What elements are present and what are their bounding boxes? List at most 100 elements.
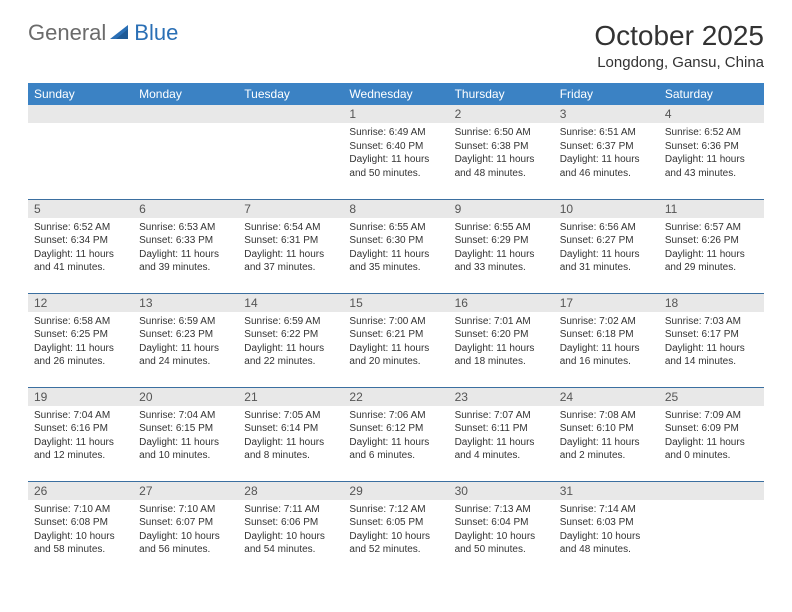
location-text: Longdong, Gansu, China [594, 54, 764, 71]
day-details: Sunrise: 7:03 AMSunset: 6:17 PMDaylight:… [659, 312, 764, 375]
logo-triangle-icon [110, 23, 132, 44]
calendar-day-cell: 17Sunrise: 7:02 AMSunset: 6:18 PMDayligh… [554, 293, 659, 387]
day-details: Sunrise: 7:14 AMSunset: 6:03 PMDaylight:… [554, 500, 659, 563]
page-header: General Blue October 2025 Longdong, Gans… [28, 20, 764, 71]
calendar-day-cell: 13Sunrise: 6:59 AMSunset: 6:23 PMDayligh… [133, 293, 238, 387]
calendar-week-row: 12Sunrise: 6:58 AMSunset: 6:25 PMDayligh… [28, 293, 764, 387]
day-number: 20 [133, 388, 238, 406]
weekday-header: Wednesday [343, 83, 448, 105]
calendar-week-row: 5Sunrise: 6:52 AMSunset: 6:34 PMDaylight… [28, 199, 764, 293]
day-number: 30 [449, 482, 554, 500]
calendar-day-cell: 16Sunrise: 7:01 AMSunset: 6:20 PMDayligh… [449, 293, 554, 387]
day-number: 28 [238, 482, 343, 500]
calendar-day-cell: 14Sunrise: 6:59 AMSunset: 6:22 PMDayligh… [238, 293, 343, 387]
day-details: Sunrise: 7:04 AMSunset: 6:16 PMDaylight:… [28, 406, 133, 469]
day-number: 7 [238, 200, 343, 218]
day-number: 26 [28, 482, 133, 500]
day-details: Sunrise: 6:53 AMSunset: 6:33 PMDaylight:… [133, 218, 238, 281]
calendar-day-cell: 2Sunrise: 6:50 AMSunset: 6:38 PMDaylight… [449, 105, 554, 199]
calendar-day-cell: 11Sunrise: 6:57 AMSunset: 6:26 PMDayligh… [659, 199, 764, 293]
day-details: Sunrise: 7:07 AMSunset: 6:11 PMDaylight:… [449, 406, 554, 469]
day-number: 31 [554, 482, 659, 500]
calendar-day-cell: 10Sunrise: 6:56 AMSunset: 6:27 PMDayligh… [554, 199, 659, 293]
day-details: Sunrise: 6:56 AMSunset: 6:27 PMDaylight:… [554, 218, 659, 281]
day-details: Sunrise: 6:57 AMSunset: 6:26 PMDaylight:… [659, 218, 764, 281]
day-number: 19 [28, 388, 133, 406]
day-details: Sunrise: 6:59 AMSunset: 6:23 PMDaylight:… [133, 312, 238, 375]
day-details: Sunrise: 6:52 AMSunset: 6:34 PMDaylight:… [28, 218, 133, 281]
calendar-day-cell: 22Sunrise: 7:06 AMSunset: 6:12 PMDayligh… [343, 387, 448, 481]
month-title: October 2025 [594, 20, 764, 52]
day-details: Sunrise: 7:04 AMSunset: 6:15 PMDaylight:… [133, 406, 238, 469]
weekday-header: Saturday [659, 83, 764, 105]
calendar-day-cell: 6Sunrise: 6:53 AMSunset: 6:33 PMDaylight… [133, 199, 238, 293]
day-number: 15 [343, 294, 448, 312]
day-number: 21 [238, 388, 343, 406]
day-number: 1 [343, 105, 448, 123]
calendar-week-row: 1Sunrise: 6:49 AMSunset: 6:40 PMDaylight… [28, 105, 764, 199]
weekday-header: Monday [133, 83, 238, 105]
day-details: Sunrise: 6:51 AMSunset: 6:37 PMDaylight:… [554, 123, 659, 186]
day-number: 6 [133, 200, 238, 218]
day-details: Sunrise: 7:12 AMSunset: 6:05 PMDaylight:… [343, 500, 448, 563]
calendar-table: SundayMondayTuesdayWednesdayThursdayFrid… [28, 83, 764, 575]
calendar-day-cell: 9Sunrise: 6:55 AMSunset: 6:29 PMDaylight… [449, 199, 554, 293]
calendar-body: 1Sunrise: 6:49 AMSunset: 6:40 PMDaylight… [28, 105, 764, 575]
calendar-day-cell [28, 105, 133, 199]
calendar-day-cell: 20Sunrise: 7:04 AMSunset: 6:15 PMDayligh… [133, 387, 238, 481]
day-details: Sunrise: 7:08 AMSunset: 6:10 PMDaylight:… [554, 406, 659, 469]
day-number: 5 [28, 200, 133, 218]
day-number: 8 [343, 200, 448, 218]
day-details: Sunrise: 7:10 AMSunset: 6:08 PMDaylight:… [28, 500, 133, 563]
weekday-header: Tuesday [238, 83, 343, 105]
day-details: Sunrise: 7:06 AMSunset: 6:12 PMDaylight:… [343, 406, 448, 469]
calendar-day-cell [238, 105, 343, 199]
weekday-header: Friday [554, 83, 659, 105]
day-details: Sunrise: 7:02 AMSunset: 6:18 PMDaylight:… [554, 312, 659, 375]
calendar-day-cell: 25Sunrise: 7:09 AMSunset: 6:09 PMDayligh… [659, 387, 764, 481]
calendar-day-cell: 12Sunrise: 6:58 AMSunset: 6:25 PMDayligh… [28, 293, 133, 387]
weekday-header-row: SundayMondayTuesdayWednesdayThursdayFrid… [28, 83, 764, 105]
calendar-day-cell [133, 105, 238, 199]
calendar-week-row: 19Sunrise: 7:04 AMSunset: 6:16 PMDayligh… [28, 387, 764, 481]
calendar-day-cell [659, 481, 764, 575]
day-number: 13 [133, 294, 238, 312]
calendar-day-cell: 5Sunrise: 6:52 AMSunset: 6:34 PMDaylight… [28, 199, 133, 293]
day-number: 4 [659, 105, 764, 123]
day-number: 14 [238, 294, 343, 312]
day-details: Sunrise: 6:50 AMSunset: 6:38 PMDaylight:… [449, 123, 554, 186]
day-details: Sunrise: 7:05 AMSunset: 6:14 PMDaylight:… [238, 406, 343, 469]
day-number: 29 [343, 482, 448, 500]
day-details: Sunrise: 7:10 AMSunset: 6:07 PMDaylight:… [133, 500, 238, 563]
calendar-week-row: 26Sunrise: 7:10 AMSunset: 6:08 PMDayligh… [28, 481, 764, 575]
calendar-day-cell: 21Sunrise: 7:05 AMSunset: 6:14 PMDayligh… [238, 387, 343, 481]
day-details: Sunrise: 6:55 AMSunset: 6:30 PMDaylight:… [343, 218, 448, 281]
day-number: 24 [554, 388, 659, 406]
day-number: 11 [659, 200, 764, 218]
day-details: Sunrise: 6:58 AMSunset: 6:25 PMDaylight:… [28, 312, 133, 375]
day-number-empty [238, 105, 343, 123]
calendar-day-cell: 31Sunrise: 7:14 AMSunset: 6:03 PMDayligh… [554, 481, 659, 575]
day-number: 2 [449, 105, 554, 123]
day-details: Sunrise: 6:55 AMSunset: 6:29 PMDaylight:… [449, 218, 554, 281]
calendar-day-cell: 19Sunrise: 7:04 AMSunset: 6:16 PMDayligh… [28, 387, 133, 481]
day-number: 22 [343, 388, 448, 406]
day-number-empty [28, 105, 133, 123]
calendar-day-cell: 30Sunrise: 7:13 AMSunset: 6:04 PMDayligh… [449, 481, 554, 575]
calendar-day-cell: 3Sunrise: 6:51 AMSunset: 6:37 PMDaylight… [554, 105, 659, 199]
calendar-day-cell: 28Sunrise: 7:11 AMSunset: 6:06 PMDayligh… [238, 481, 343, 575]
day-number-empty [133, 105, 238, 123]
weekday-header: Thursday [449, 83, 554, 105]
logo-text-general: General [28, 20, 106, 46]
calendar-day-cell: 7Sunrise: 6:54 AMSunset: 6:31 PMDaylight… [238, 199, 343, 293]
calendar-day-cell: 26Sunrise: 7:10 AMSunset: 6:08 PMDayligh… [28, 481, 133, 575]
day-details: Sunrise: 6:52 AMSunset: 6:36 PMDaylight:… [659, 123, 764, 186]
day-details: Sunrise: 6:49 AMSunset: 6:40 PMDaylight:… [343, 123, 448, 186]
day-number: 27 [133, 482, 238, 500]
day-details: Sunrise: 6:54 AMSunset: 6:31 PMDaylight:… [238, 218, 343, 281]
day-details: Sunrise: 7:13 AMSunset: 6:04 PMDaylight:… [449, 500, 554, 563]
weekday-header: Sunday [28, 83, 133, 105]
day-number: 17 [554, 294, 659, 312]
day-details: Sunrise: 7:11 AMSunset: 6:06 PMDaylight:… [238, 500, 343, 563]
day-number: 10 [554, 200, 659, 218]
